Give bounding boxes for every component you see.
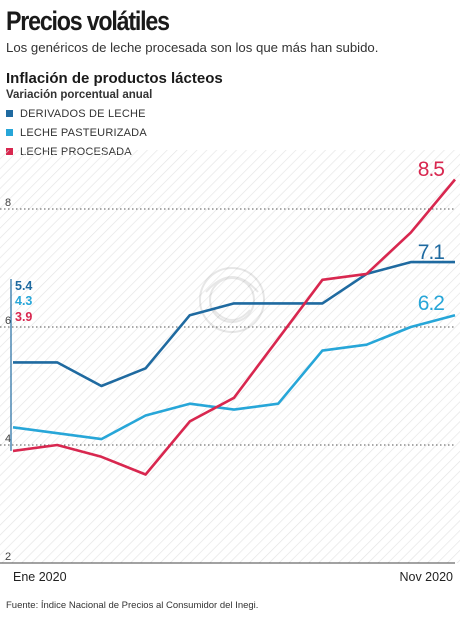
end-label-pasteurizada: 6.2 — [418, 292, 445, 315]
x-tick-label-end: Nov 2020 — [399, 570, 453, 584]
x-tick-label-start: Ene 2020 — [13, 570, 67, 584]
start-label-derivados: 5.4 — [15, 279, 32, 293]
start-label-procesada: 3.9 — [15, 310, 32, 324]
legend-swatch-derivados — [6, 110, 13, 117]
deck: Los genéricos de leche procesada son los… — [6, 40, 379, 55]
legend-label-derivados: DERIVADOS DE LECHE — [20, 107, 146, 120]
end-label-procesada: 8.5 — [418, 158, 445, 181]
legend-item-derivados: DERIVADOS DE LECHE — [6, 104, 147, 123]
y-tick-label-6: 6 — [5, 315, 11, 327]
y-tick-label-4: 4 — [5, 433, 11, 445]
legend-label-pasteurizada: LECHE PASTEURIZADA — [20, 126, 147, 139]
series-line-derivados — [13, 260, 455, 388]
legend-item-pasteurizada: LECHE PASTEURIZADA — [6, 123, 147, 142]
series-line-procesada — [12, 178, 456, 476]
headline: Precios volátiles — [6, 6, 170, 36]
legend-swatch-pasteurizada — [6, 129, 13, 136]
start-label-pasteurizada: 4.3 — [15, 294, 32, 308]
plot-background — [0, 150, 460, 563]
chart-subtitle: Variación porcentual anual — [6, 89, 153, 101]
source-note: Fuente: Índice Nacional de Precios al Co… — [6, 600, 259, 611]
y-tick-label-2: 2 — [5, 551, 11, 563]
series-line-pasteurizada — [12, 313, 456, 441]
watermark-emblem — [199, 267, 265, 333]
y-tick-label-8: 8 — [5, 197, 11, 209]
chart-title: Inflación de productos lácteos — [6, 70, 223, 87]
end-label-derivados: 7.1 — [418, 241, 445, 264]
